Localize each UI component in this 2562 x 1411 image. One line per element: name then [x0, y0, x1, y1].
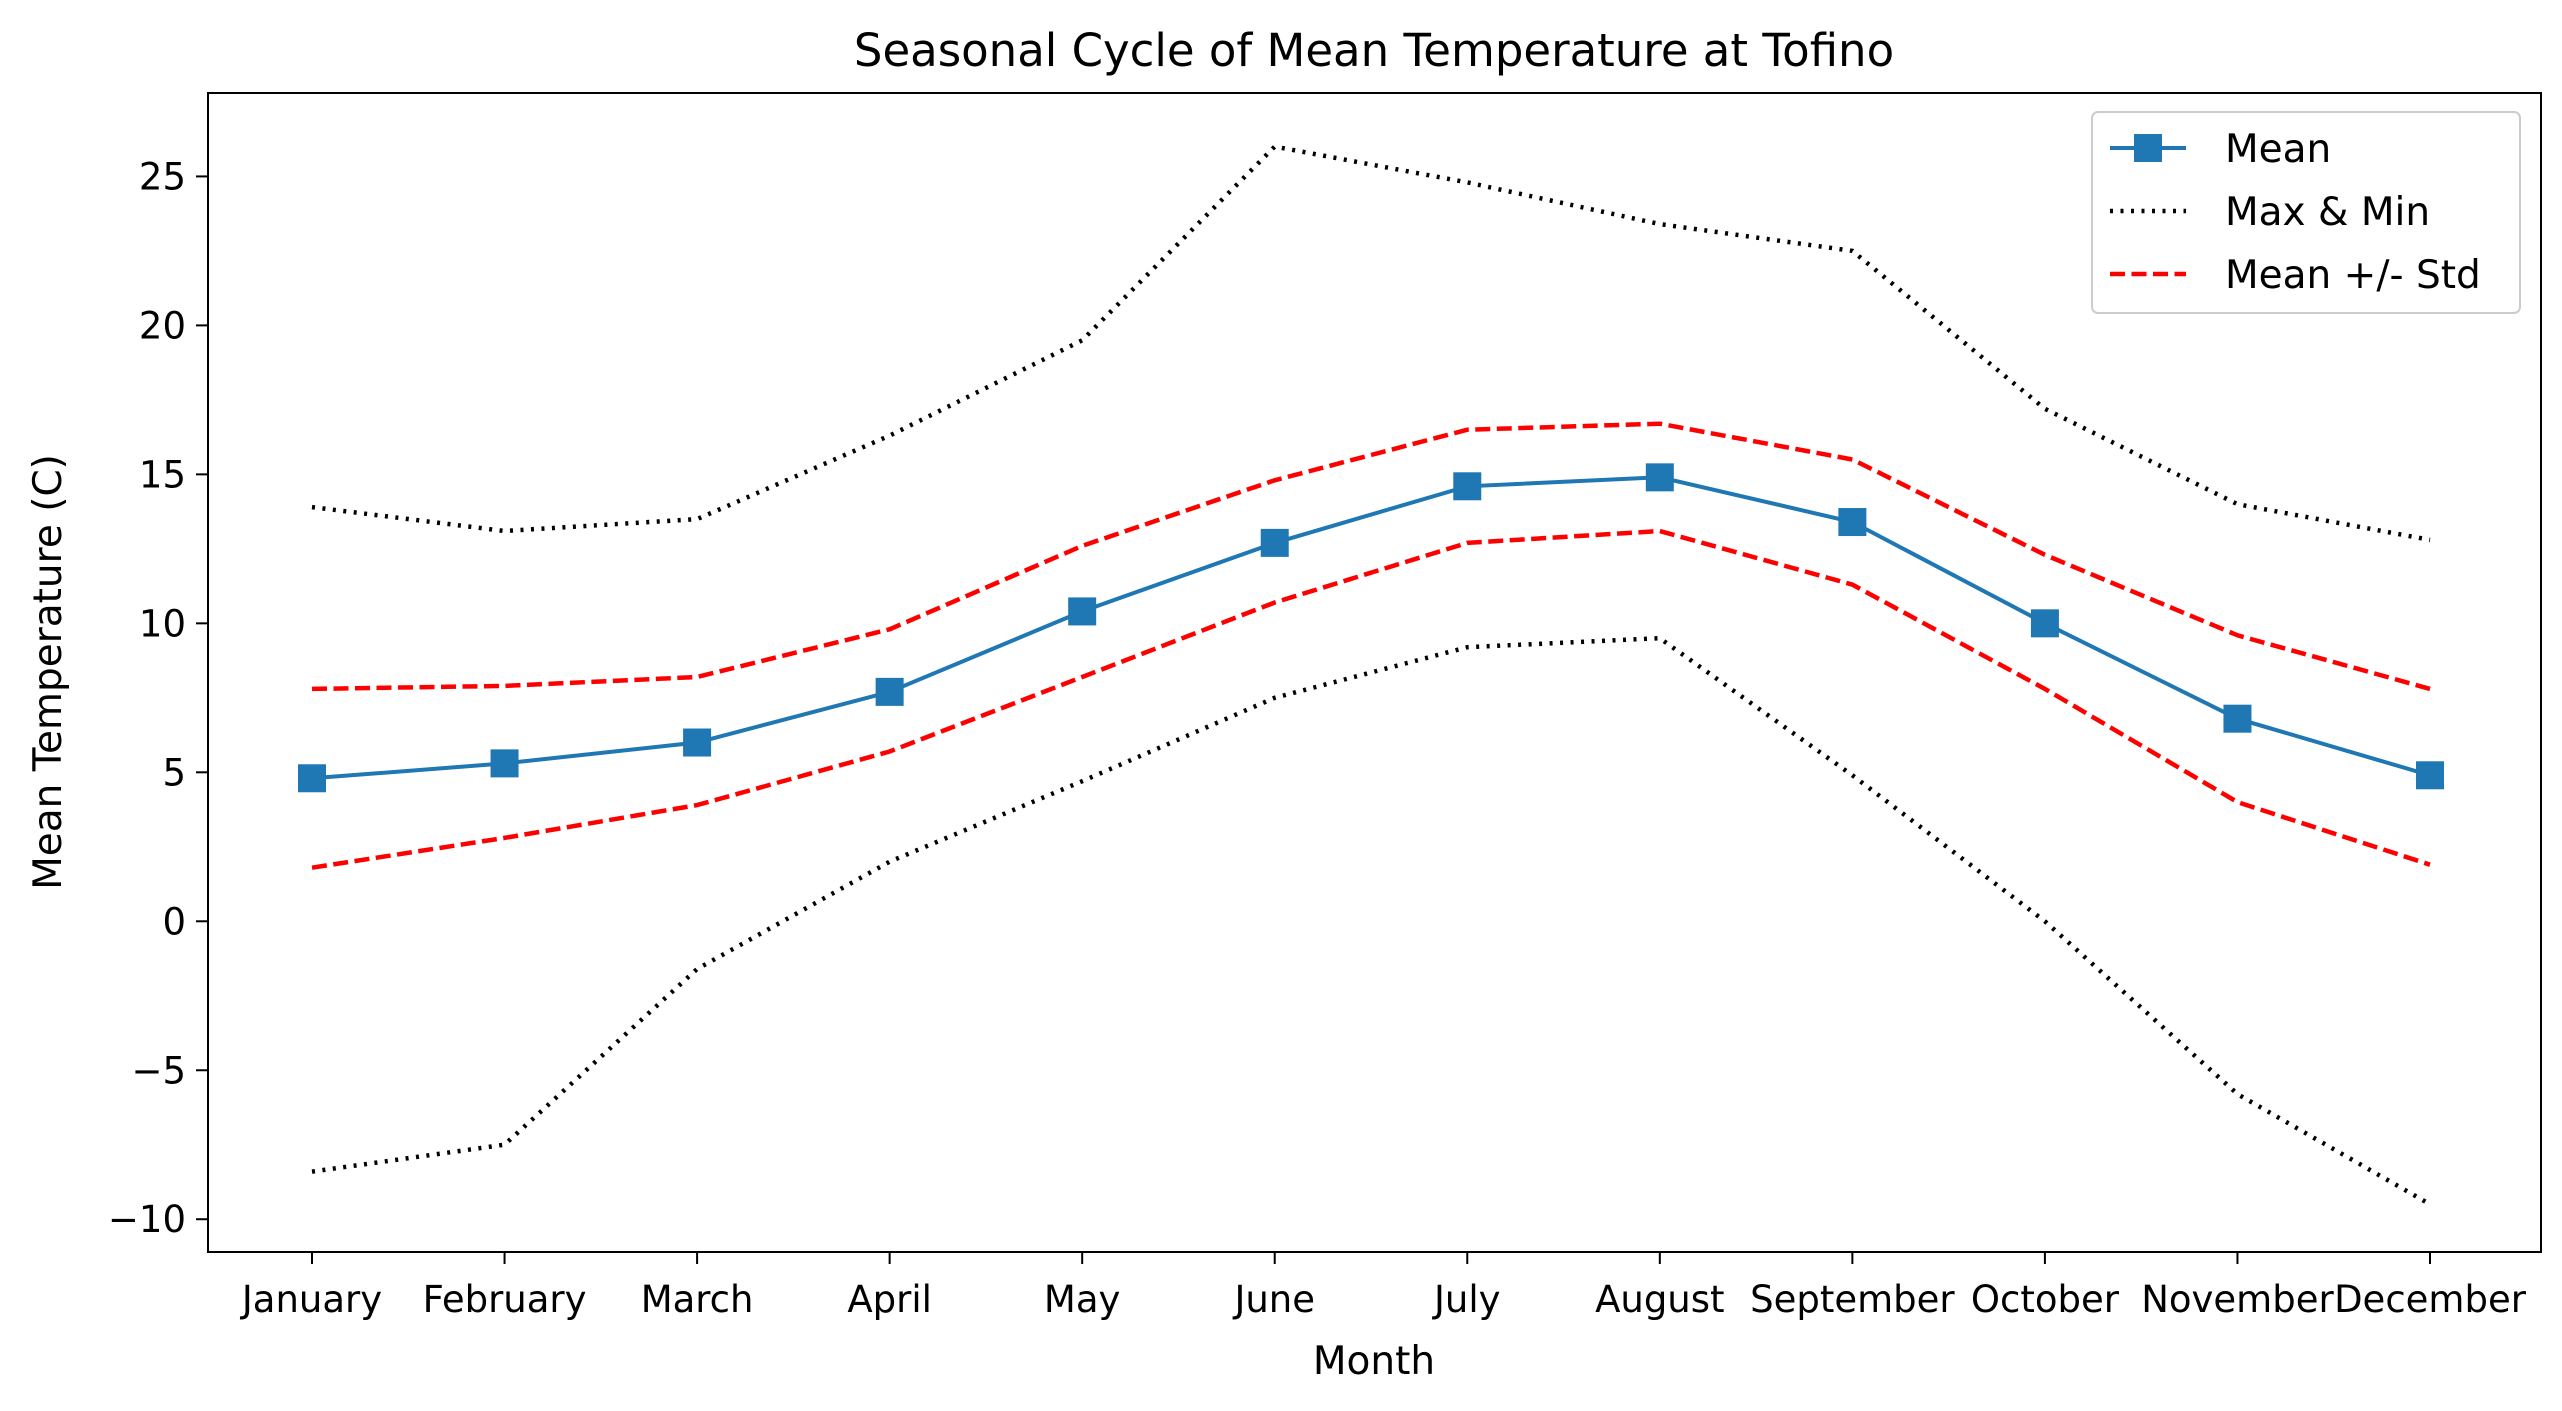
- y-axis: −10 −5 0 5 10 15 20 25: [108, 155, 208, 1241]
- mean-marker: [490, 749, 519, 778]
- y-tick-label: −10: [108, 1198, 186, 1241]
- mean-marker: [1645, 463, 1674, 492]
- plot-area: [298, 144, 2444, 1207]
- y-tick-label: 0: [162, 900, 186, 943]
- x-tick-label: September: [1750, 1278, 1955, 1321]
- y-tick-label: −5: [131, 1049, 186, 1092]
- y-tick-label: 15: [139, 453, 186, 496]
- mean-marker: [1453, 472, 1482, 501]
- x-tick-label: December: [2334, 1278, 2527, 1321]
- y-axis-label: Mean Temperature (C): [26, 454, 71, 890]
- series-line-std-lower: [311, 528, 2431, 870]
- mean-marker: [298, 764, 326, 793]
- x-tick-label: July: [1432, 1278, 1501, 1321]
- legend-mean-marker: [2134, 134, 2162, 162]
- x-tick-label: March: [641, 1278, 754, 1321]
- series-line-min: [311, 635, 2432, 1207]
- x-tick-label: May: [1044, 1278, 1121, 1321]
- y-tick-label: 10: [139, 602, 186, 645]
- y-tick-label: 5: [162, 751, 186, 794]
- legend: Mean Max & Min Mean +/- Std: [2091, 111, 2521, 314]
- x-tick-label: January: [240, 1278, 382, 1321]
- mean-marker: [1838, 508, 1867, 537]
- x-tick-label: November: [2141, 1278, 2334, 1321]
- x-tick-label: February: [423, 1278, 587, 1321]
- mean-marker: [2416, 761, 2444, 790]
- y-tick-label: 20: [139, 304, 186, 347]
- chart-title: Seasonal Cycle of Mean Temperature at To…: [854, 24, 1894, 77]
- legend-label-maxmin: Max & Min: [2225, 190, 2430, 235]
- x-tick-label: August: [1595, 1278, 1724, 1321]
- x-tick-label: October: [1971, 1278, 2120, 1321]
- legend-label-mean: Mean: [2225, 127, 2331, 172]
- legend-frame: [2091, 111, 2521, 314]
- x-tick-label: April: [847, 1278, 932, 1321]
- x-axis: January February March April May June July Augu…: [240, 1252, 2527, 1321]
- mean-marker: [1260, 528, 1289, 557]
- series-line-mean: [311, 475, 2431, 781]
- legend-label-std: Mean +/- Std: [2225, 253, 2481, 298]
- mean-marker: [2223, 704, 2252, 733]
- y-tick-label: 25: [139, 155, 186, 198]
- mean-marker: [1068, 597, 1097, 626]
- x-tick-label: June: [1232, 1278, 1315, 1321]
- mean-marker: [2030, 609, 2059, 638]
- mean-marker: [875, 677, 904, 706]
- mean-marker: [683, 728, 712, 757]
- x-axis-label: Month: [1313, 1339, 1435, 1384]
- series-line-std-upper: [311, 421, 2431, 692]
- plot-frame: [207, 92, 2542, 1253]
